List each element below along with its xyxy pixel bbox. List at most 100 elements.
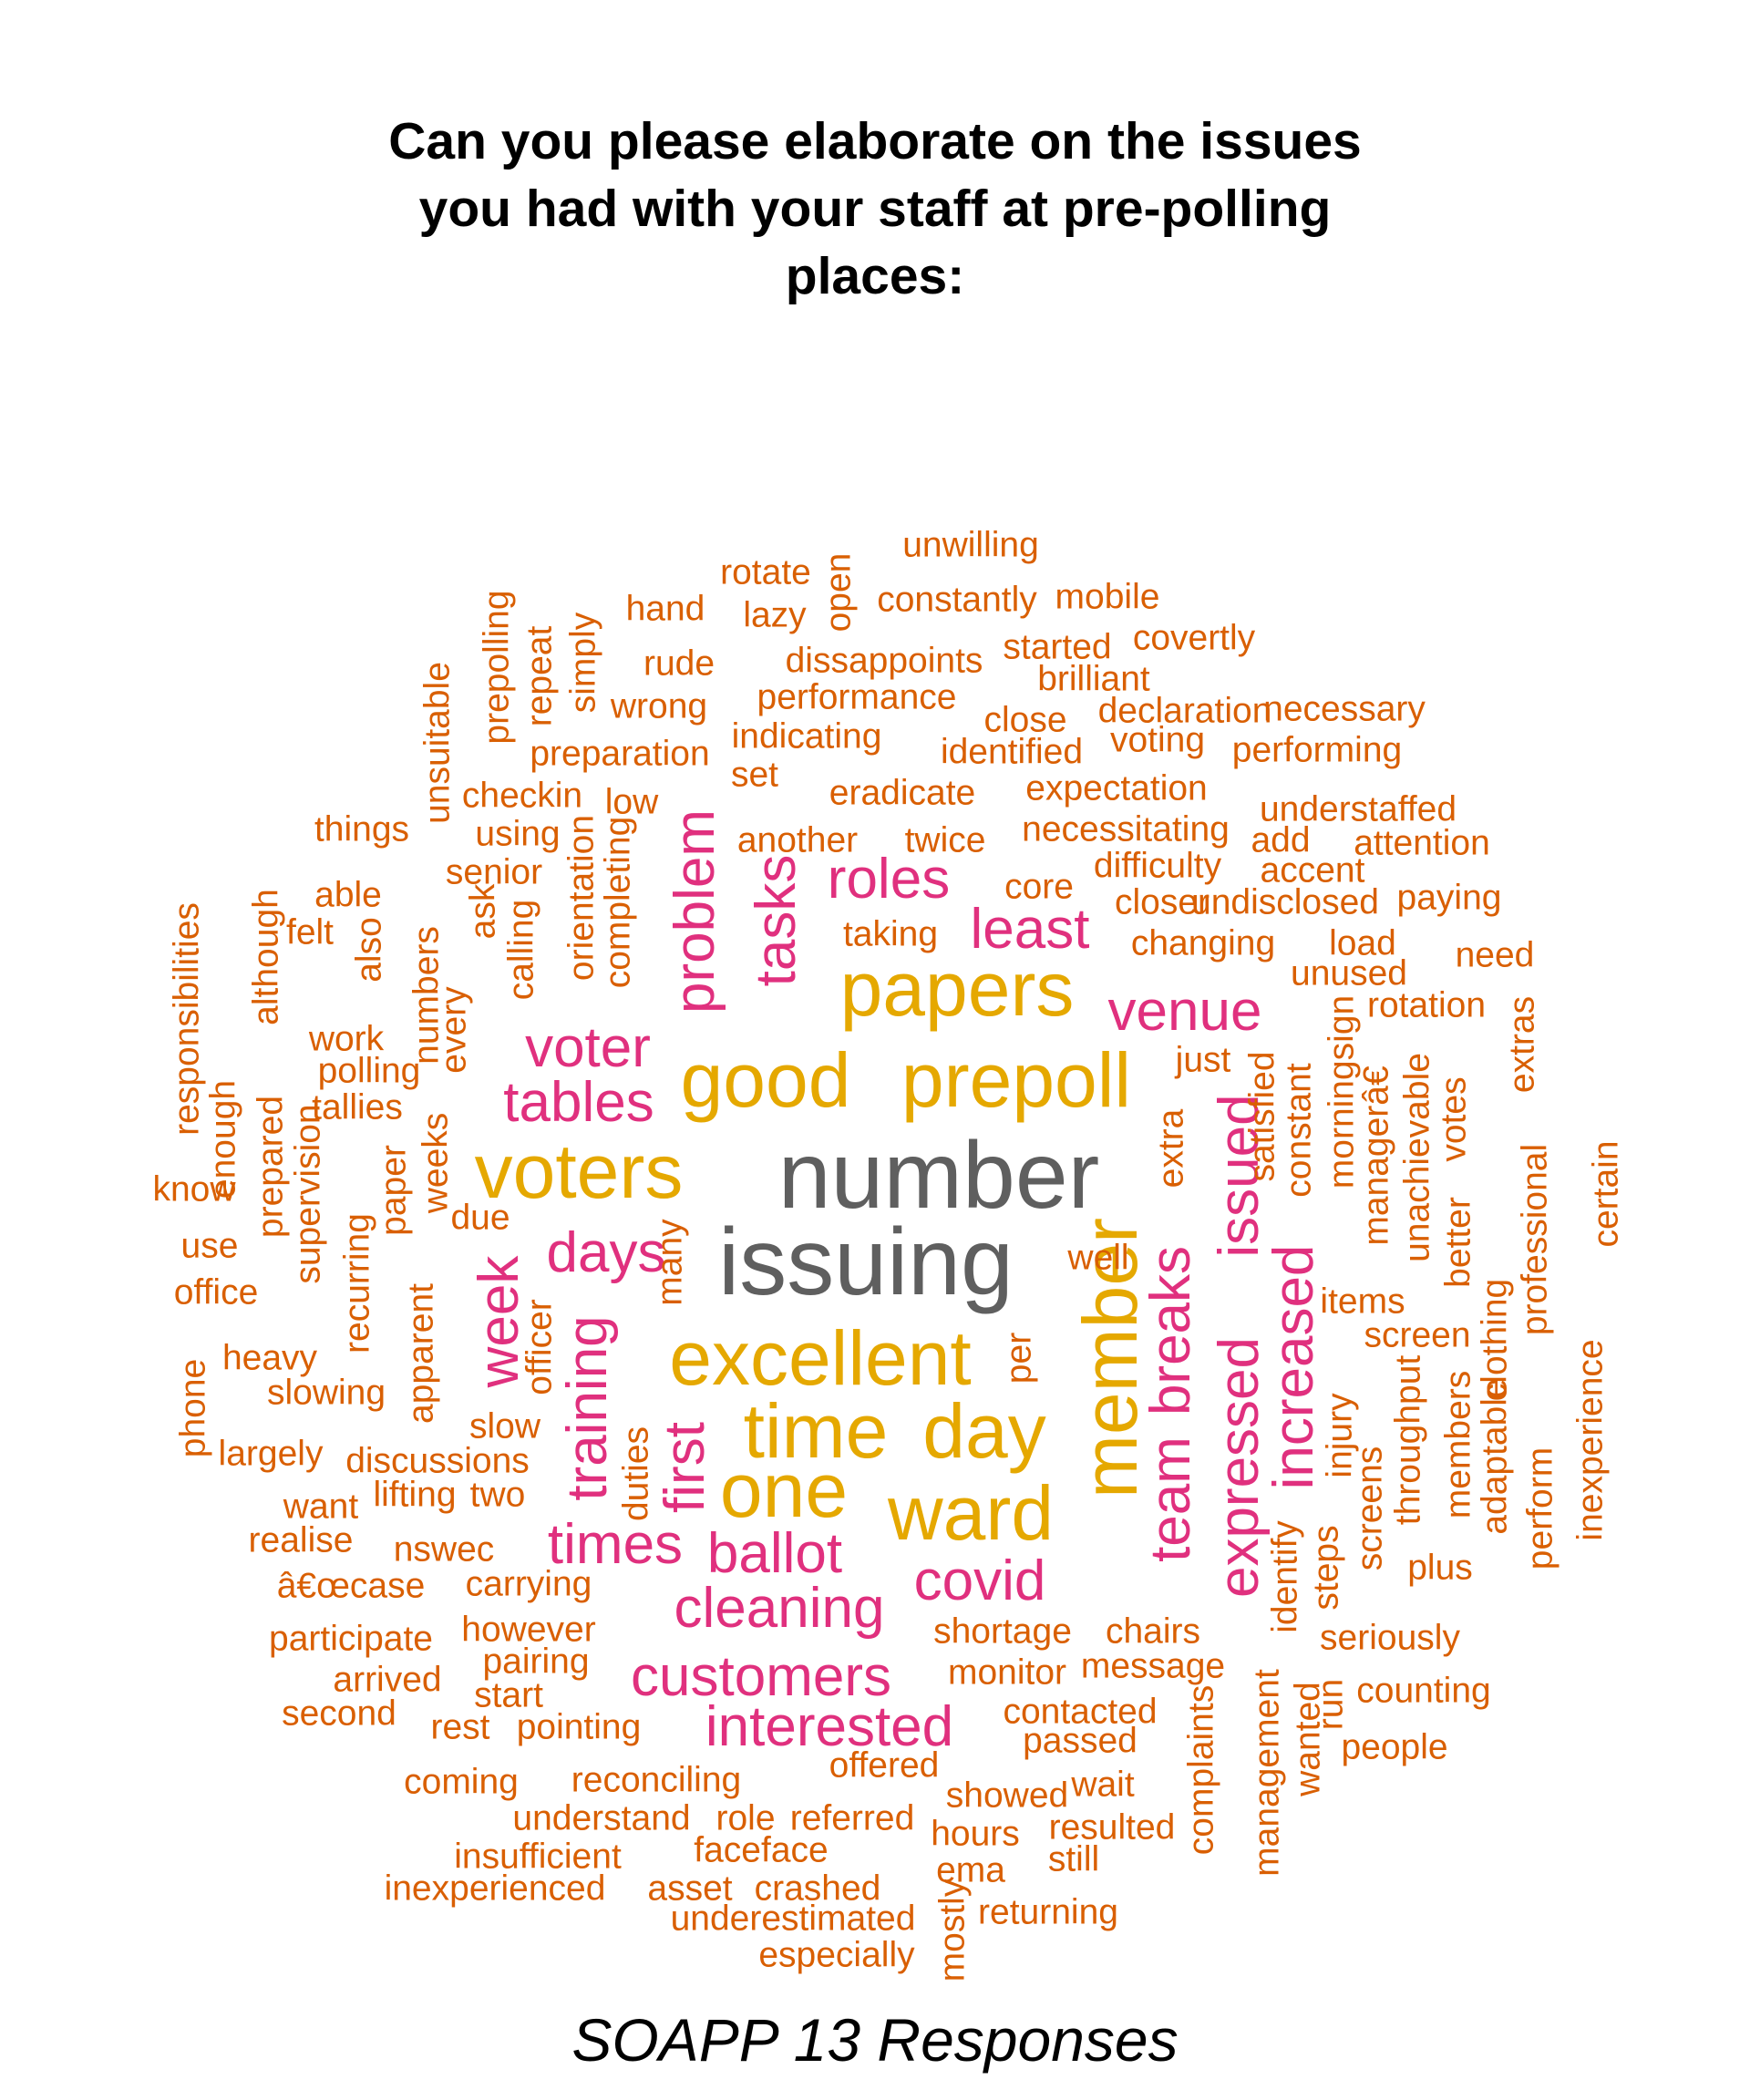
cloud-word: returning xyxy=(978,1892,1118,1932)
cloud-word: also xyxy=(349,917,389,983)
cloud-word: necessary xyxy=(1263,689,1426,729)
cloud-word: arrived xyxy=(333,1660,442,1700)
cloud-word: excellent xyxy=(669,1315,972,1401)
cloud-word: start xyxy=(474,1675,543,1715)
cloud-word: inexperienced xyxy=(384,1868,606,1909)
cloud-word: phone xyxy=(173,1358,213,1458)
cloud-word: tasks xyxy=(745,854,808,987)
cloud-word: preparation xyxy=(530,734,710,774)
cloud-word: using xyxy=(475,814,561,854)
cloud-word: breaks xyxy=(1139,1245,1202,1416)
cloud-word: morningsign xyxy=(1322,994,1362,1189)
cloud-word: slowing xyxy=(266,1373,386,1413)
cloud-word: times xyxy=(547,1513,684,1576)
cloud-word: wanted xyxy=(1288,1682,1328,1796)
cloud-word: lifting xyxy=(373,1475,457,1515)
cloud-word: changing xyxy=(1130,923,1276,963)
cloud-word: want xyxy=(283,1487,359,1527)
cloud-word: performance xyxy=(757,677,957,717)
cloud-word: plus xyxy=(1407,1548,1473,1588)
cloud-word: repeat xyxy=(520,625,560,727)
cloud-word: managerâ€ xyxy=(1356,1065,1396,1246)
cloud-word: number xyxy=(777,1123,1100,1229)
cloud-word: certain xyxy=(1586,1140,1626,1248)
cloud-word: understand xyxy=(512,1798,691,1838)
cloud-word: ballot xyxy=(706,1522,843,1585)
cloud-word: just xyxy=(1175,1040,1231,1080)
cloud-word: members xyxy=(1438,1370,1478,1519)
cloud-word: expectation xyxy=(1025,768,1208,808)
title-line-3: places: xyxy=(785,247,965,305)
cloud-word: largely xyxy=(218,1434,324,1474)
cloud-word: voters xyxy=(474,1128,684,1214)
cloud-word: per xyxy=(999,1332,1039,1385)
cloud-word: add xyxy=(1251,820,1311,860)
cloud-word: extras xyxy=(1502,995,1542,1094)
cloud-word: covertly xyxy=(1132,618,1256,658)
cloud-word: counting xyxy=(1356,1671,1491,1711)
cloud-word: adaptable xyxy=(1475,1378,1515,1535)
cloud-word: people xyxy=(1341,1727,1448,1767)
cloud-word: steps xyxy=(1306,1525,1346,1611)
cloud-word: eradicate xyxy=(829,773,976,813)
cloud-word: especially xyxy=(758,1935,915,1975)
cloud-word: apparent xyxy=(401,1283,441,1424)
cloud-word: offered xyxy=(829,1745,940,1786)
cloud-word: two xyxy=(469,1475,526,1515)
cloud-word: second xyxy=(282,1693,396,1734)
cloud-word: monitor xyxy=(947,1652,1067,1693)
cloud-word: resulted xyxy=(1048,1807,1176,1848)
cloud-word: supervision xyxy=(288,1104,328,1284)
cloud-word: unsuitable xyxy=(417,662,458,824)
cloud-word: due xyxy=(450,1198,510,1238)
cloud-word: shortage xyxy=(933,1611,1072,1652)
cloud-word: voting xyxy=(1109,720,1206,760)
cloud-word: message xyxy=(1080,1646,1226,1686)
cloud-word: hand xyxy=(625,589,705,629)
cloud-word: seriously xyxy=(1320,1618,1460,1658)
cloud-word: ema xyxy=(936,1850,1005,1890)
cloud-word: faceface xyxy=(694,1830,829,1870)
cloud-word: complaints xyxy=(1181,1684,1221,1856)
cloud-word: officer xyxy=(520,1299,560,1395)
cloud-word: able xyxy=(314,875,382,915)
cloud-word: another xyxy=(736,820,859,860)
cloud-word: covid xyxy=(913,1549,1046,1612)
cloud-word: referred xyxy=(789,1798,915,1838)
cloud-word: team xyxy=(1139,1436,1202,1562)
cloud-word: set xyxy=(730,755,779,795)
cloud-word: one xyxy=(719,1447,849,1533)
cloud-word: crashed xyxy=(754,1868,881,1909)
cloud-word: â€œcase xyxy=(276,1566,426,1606)
cloud-word: understaffed xyxy=(1259,789,1457,829)
cloud-word: time xyxy=(743,1388,889,1474)
cloud-word: know xyxy=(152,1169,236,1210)
cloud-word: realise xyxy=(248,1520,354,1560)
cloud-word: started xyxy=(1003,627,1112,667)
cloud-word: showed xyxy=(945,1776,1069,1816)
cloud-word: rotate xyxy=(720,552,811,592)
cloud-word: prepolling xyxy=(477,590,517,745)
cloud-word: unused xyxy=(1291,953,1407,993)
cloud-word: lazy xyxy=(743,595,807,635)
cloud-word: unachievable xyxy=(1397,1053,1437,1262)
cloud-word: wait xyxy=(1071,1765,1135,1805)
cloud-word: insufficient xyxy=(454,1837,622,1877)
cloud-word: hours xyxy=(931,1814,1020,1854)
footer-caption: SOAPP 13 Responses xyxy=(571,2006,1179,2074)
cloud-word: constantly xyxy=(877,580,1037,620)
cloud-word: recurring xyxy=(337,1213,377,1354)
cloud-word: satisfied xyxy=(1242,1051,1282,1182)
cloud-word: enough xyxy=(203,1079,243,1199)
cloud-word: professional xyxy=(1515,1143,1555,1336)
cloud-word: paper xyxy=(374,1145,414,1236)
cloud-word: ask xyxy=(463,883,503,940)
cloud-word: rotation xyxy=(1366,985,1487,1025)
cloud-word: pairing xyxy=(482,1642,590,1682)
cloud-word: things xyxy=(314,809,410,849)
cloud-word: mobile xyxy=(1055,577,1160,617)
cloud-word: screens xyxy=(1350,1446,1390,1571)
cloud-word: accent xyxy=(1260,850,1365,890)
cloud-word: taking xyxy=(842,914,939,954)
cloud-word: senior xyxy=(445,852,543,892)
